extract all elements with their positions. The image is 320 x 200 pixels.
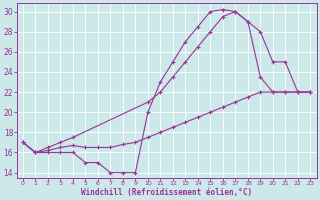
X-axis label: Windchill (Refroidissement éolien,°C): Windchill (Refroidissement éolien,°C) <box>81 188 252 197</box>
